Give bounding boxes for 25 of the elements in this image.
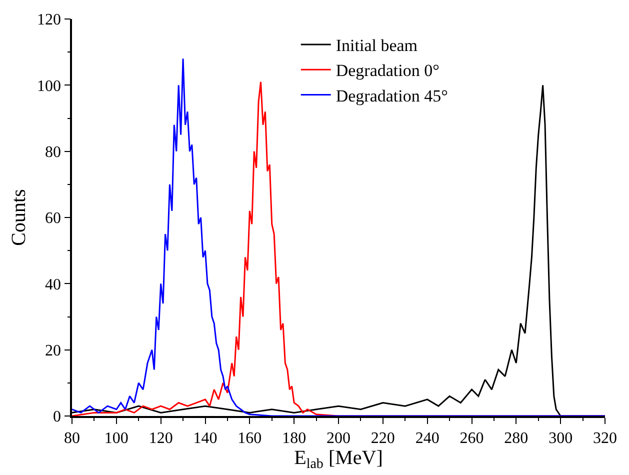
x-axis-title: E$_{lab}$ [MeV] [294,446,383,472]
legend-label: Degradation 45° [336,86,448,106]
y-tick-label: 80 [45,144,62,161]
y-tick-label: 60 [45,210,62,228]
y-axis-title: Counts [8,188,30,246]
x-tick-label: 300 [548,430,573,447]
y-tick-label: 20 [45,342,62,360]
x-tick-label: 100 [104,430,128,447]
x-tick-label: 260 [460,430,484,447]
x-tick-label: 280 [504,430,528,447]
legend-label: Degradation 0° [336,61,440,80]
legend-label: Initial beam [336,36,418,56]
y-tick-label: 120 [37,12,62,29]
x-tick-label: 320 [593,430,617,447]
x-tick-label: 140 [193,430,218,447]
x-tick-label: 180 [282,430,306,447]
y-tick-label: 40 [45,276,62,294]
x-tick-label: 220 [370,430,395,447]
x-tick-label: 200 [326,430,350,447]
x-tick-label: 240 [415,430,440,447]
y-tick-label: 0 [53,408,62,426]
y-tick-label: 100 [37,78,62,95]
x-tick-label: 80 [64,430,80,447]
x-tick-label: 160 [238,430,262,447]
x-tick-label: 120 [148,430,173,447]
